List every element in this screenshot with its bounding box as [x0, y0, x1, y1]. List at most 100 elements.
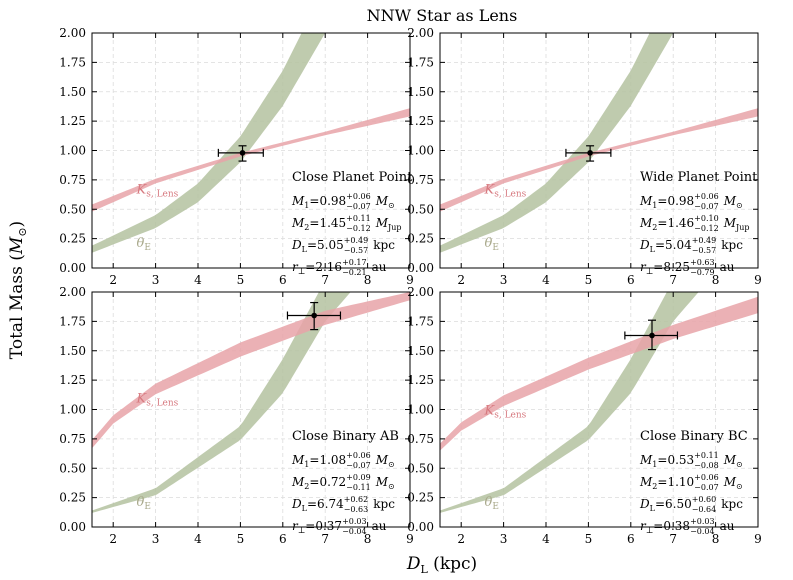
param-upper-error: +0.11 [694, 451, 719, 460]
x-tick-label: 6 [627, 532, 635, 546]
x-axis-title-main: D [406, 554, 421, 574]
theta-e-label-main: θ [485, 495, 493, 510]
param-unit: au [720, 260, 735, 274]
param-lower-error: −0.12 [346, 224, 371, 233]
x-tick-label: 5 [585, 273, 593, 287]
param-symbol: D [639, 238, 650, 252]
y-tick-label: 1.25 [59, 373, 86, 387]
y-tick-label: 1.75 [59, 55, 86, 69]
param-subscript: 2 [304, 223, 309, 232]
ks-lens-label-main: K [484, 182, 496, 197]
param-subscript: L [650, 245, 656, 254]
param-value: =1.08 [309, 453, 346, 467]
param-value: =0.98 [309, 194, 346, 208]
ks-lens-band [92, 108, 410, 212]
param-lower-error: −0.11 [346, 483, 371, 492]
ks-lens-label-sub: s, Lens [494, 411, 526, 421]
param-lower-error: −0.57 [692, 246, 717, 255]
y-tick-label: 0.75 [59, 432, 86, 446]
param-subscript: 1 [652, 201, 657, 210]
x-tick-label: 7 [321, 273, 329, 287]
param-symbol: r [292, 519, 299, 533]
param-unit-subscript: ⊙ [388, 460, 395, 469]
y-tick-label: 1.75 [407, 314, 434, 328]
theta-e-label-main: θ [485, 236, 493, 251]
theta-e-band [440, 33, 674, 253]
y-axis-title: Total Mass (M⊙) [7, 221, 29, 359]
y-tick-label: 2.00 [407, 26, 434, 40]
param-row: r⊥=0.37+0.03 −0.04 au [292, 517, 387, 536]
param-symbol: M [291, 453, 305, 467]
param-subscript: 2 [652, 482, 657, 491]
param-lower-error: −0.12 [694, 224, 719, 233]
param-row: DL=6.74+0.62 −0.63 kpc [291, 495, 395, 514]
y-tick-label: 0.25 [407, 232, 434, 246]
ks-lens-label-sub: s, Lens [146, 189, 178, 199]
y-tick-label: 2.00 [59, 285, 86, 299]
x-tick-label: 9 [406, 532, 414, 546]
theta-e-label: θE [485, 236, 499, 253]
y-tick-label: 0.75 [407, 432, 434, 446]
y-tick-label: 1.00 [59, 403, 86, 417]
param-row: M2=1.46+0.10 −0.12 MJup [639, 214, 749, 233]
param-upper-error: +0.17 [342, 258, 367, 267]
param-lower-error: −0.63 [344, 505, 369, 514]
param-subscript: ⊥ [646, 526, 654, 535]
param-symbol: D [291, 238, 302, 252]
param-symbol: D [291, 497, 302, 511]
param-subscript: ⊥ [298, 267, 306, 276]
param-subscript: L [650, 504, 656, 513]
param-lower-error: −0.07 [694, 483, 719, 492]
theta-e-label-sub: E [144, 502, 151, 512]
param-lower-error: −0.04 [690, 527, 715, 536]
theta-e-label-main: θ [137, 495, 145, 510]
param-unit: au [720, 519, 735, 533]
y-tick-label: 0.00 [407, 520, 434, 534]
y-tick-label: 1.00 [59, 144, 86, 158]
ks-lens-label-main: K [136, 182, 148, 197]
param-row: r⊥=2.16+0.17 −0.21 au [292, 258, 387, 277]
ks-lens-label-sub: s, Lens [146, 399, 178, 409]
ks-lens-band [440, 296, 758, 451]
param-row: r⊥=0.38+0.03 −0.04 au [640, 517, 735, 536]
y-tick-label: 0.00 [59, 520, 86, 534]
theta-e-label-sub: E [492, 502, 499, 512]
param-value: =2.16 [305, 260, 342, 274]
x-tick-label: 2 [109, 532, 117, 546]
panel-plot-area [92, 33, 410, 253]
param-row: M2=1.45+0.11 −0.12 MJup [291, 214, 401, 233]
param-upper-error: +0.09 [346, 473, 371, 482]
x-tick-label: 9 [754, 532, 762, 546]
param-upper-error: +0.06 [346, 192, 371, 201]
ks-lens-label-main: K [136, 392, 148, 407]
panel-name: Close Binary BC [640, 429, 748, 444]
theta-e-label: θE [137, 495, 151, 512]
param-symbol: M [291, 194, 305, 208]
param-upper-error: +0.49 [692, 236, 717, 245]
ks-lens-label: Ks, Lens [484, 182, 527, 199]
param-row: M2=1.10+0.06 −0.07 M⊙ [639, 473, 743, 492]
theta-e-label-sub: E [144, 243, 151, 253]
param-value: =5.05 [307, 238, 344, 252]
x-tick-label: 9 [754, 273, 762, 287]
param-symbol: r [640, 260, 647, 274]
param-upper-error: +0.06 [694, 473, 719, 482]
measurement-point [239, 150, 246, 156]
param-lower-error: −0.08 [694, 461, 719, 470]
param-unit: M [723, 216, 737, 230]
param-upper-error: +0.10 [694, 214, 719, 223]
param-row: DL=6.50+0.60 −0.64 kpc [639, 495, 743, 514]
param-value: =1.45 [309, 216, 346, 230]
y-tick-label: 0.50 [407, 461, 434, 475]
x-axis-title-unit: (kpc) [428, 554, 477, 574]
y-tick-label: 0.00 [59, 261, 86, 275]
x-tick-label: 4 [194, 532, 202, 546]
ks-lens-label: Ks, Lens [484, 404, 527, 421]
param-row: DL=5.05+0.49 −0.57 kpc [291, 236, 395, 255]
param-upper-error: +0.03 [690, 517, 715, 526]
y-tick-label: 0.25 [59, 232, 86, 246]
param-value: =1.10 [657, 475, 694, 489]
param-row: r⊥=8.25+0.63 −0.79 au [640, 258, 735, 277]
ks-lens-label-sub: s, Lens [494, 189, 526, 199]
param-upper-error: +0.06 [694, 192, 719, 201]
